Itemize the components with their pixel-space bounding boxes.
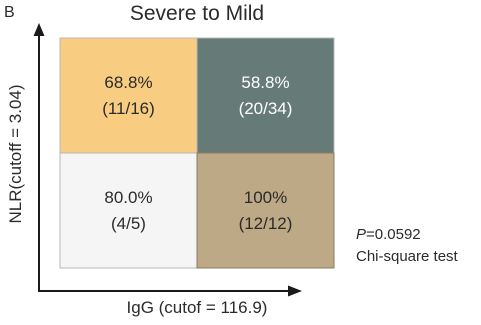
stat-annotation: P=0.0592 Chi-square test [356,224,458,268]
p-value: P=0.0592 [356,224,458,246]
y-axis-arrowhead [33,23,45,36]
y-axis-label: NLR(cutoff = 3.04) [6,84,25,224]
cell-label-top-right: 58.8% (20/34) [197,38,334,153]
cell-percent: 80.0% [104,187,153,207]
cell-percent: 68.8% [104,72,153,92]
cell-bottom-right [196,152,335,269]
cell-label-bottom-left: 80.0% (4/5) [60,153,197,268]
cell-label-bottom-right: 100% (12/12) [197,153,334,268]
cell-fraction: (4/5) [111,213,146,233]
cell-label-top-left: 68.8% (11/16) [60,38,197,153]
cell-percent: 58.8% [241,72,290,92]
cell-fraction: (11/16) [102,98,155,118]
panel-letter: B [4,4,15,21]
chart-title: Severe to Mild [129,2,265,25]
cell-top-left [59,37,198,154]
test-name: Chi-square test [356,248,458,265]
cell-top-right [196,37,335,154]
cell-percent: 100% [243,187,288,207]
x-axis-label: IgG (cutof = 116.9) [126,298,268,317]
cell-fraction: (12/12) [238,213,293,233]
p-symbol: P [356,226,367,243]
cell-bottom-left [59,152,198,269]
p-value-number: =0.0592 [366,226,421,243]
x-axis-arrowhead [288,285,302,297]
cell-fraction: (20/34) [238,98,293,118]
